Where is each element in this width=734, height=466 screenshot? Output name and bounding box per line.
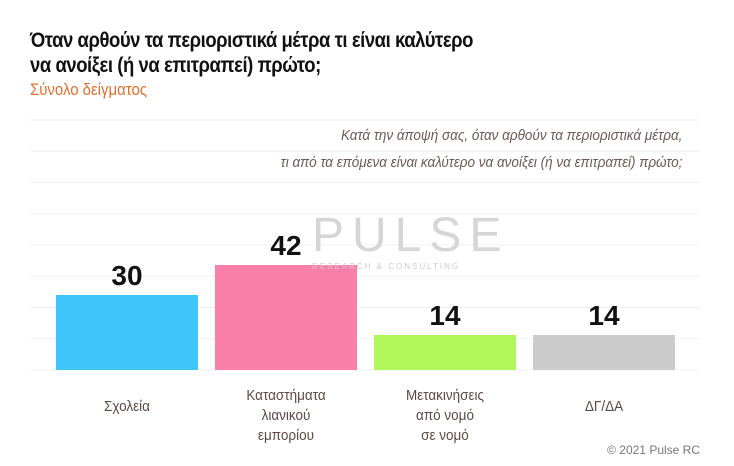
- category-label: ΔΓ/ΔΑ: [532, 397, 676, 417]
- category-label-line: Σχολεία: [104, 398, 150, 415]
- category-label: Καταστήματα λιανικού εμπορίου: [214, 386, 358, 446]
- bar: [533, 335, 675, 370]
- data-label: 14: [429, 300, 461, 331]
- category-label-line: λιανικού: [261, 407, 311, 424]
- pulse-watermark-logo: PULSE RESEARCH & CONSULTING: [312, 209, 510, 272]
- data-label: 14: [588, 300, 620, 331]
- category-label: Μετακινήσεις από νομό σε νομό: [373, 386, 517, 446]
- chart-title: Όταν αρθούν τα περιοριστικά μέτρα τι είν…: [30, 28, 473, 78]
- category-label-line: ΔΓ/ΔΑ: [584, 398, 624, 415]
- title-line-2: να ανοίξει (ή να επιτραπεί) πρώτο;: [30, 54, 321, 77]
- data-label: 42: [270, 230, 301, 261]
- data-label: 30: [111, 260, 142, 291]
- bar: [215, 265, 357, 370]
- survey-question: Κατά την άποψή σας, όταν αρθούν τα περιο…: [280, 122, 682, 176]
- category-label-line: Καταστήματα: [246, 387, 326, 404]
- watermark-name: PULSE: [312, 209, 510, 262]
- category-label-line: από νομό: [416, 407, 474, 424]
- question-line-1: Κατά την άποψή σας, όταν αρθούν τα περιο…: [340, 127, 682, 144]
- category-label-line: σε νομό: [421, 427, 469, 444]
- bar: [56, 295, 198, 370]
- category-label-line: εμπορίου: [257, 427, 314, 444]
- question-line-2: τι από τα επόμενα είναι καλύτερο να ανοί…: [280, 154, 682, 171]
- category-label: Σχολεία: [55, 397, 199, 417]
- chart-subtitle: Σύνολο δείγματος: [30, 80, 147, 99]
- category-label-line: Μετακινήσεις: [405, 387, 485, 404]
- copyright: © 2021 Pulse RC: [607, 443, 700, 457]
- bar: [374, 335, 516, 370]
- watermark-tagline: RESEARCH & CONSULTING: [312, 262, 461, 271]
- title-line-1: Όταν αρθούν τα περιοριστικά μέτρα τι είν…: [30, 29, 474, 52]
